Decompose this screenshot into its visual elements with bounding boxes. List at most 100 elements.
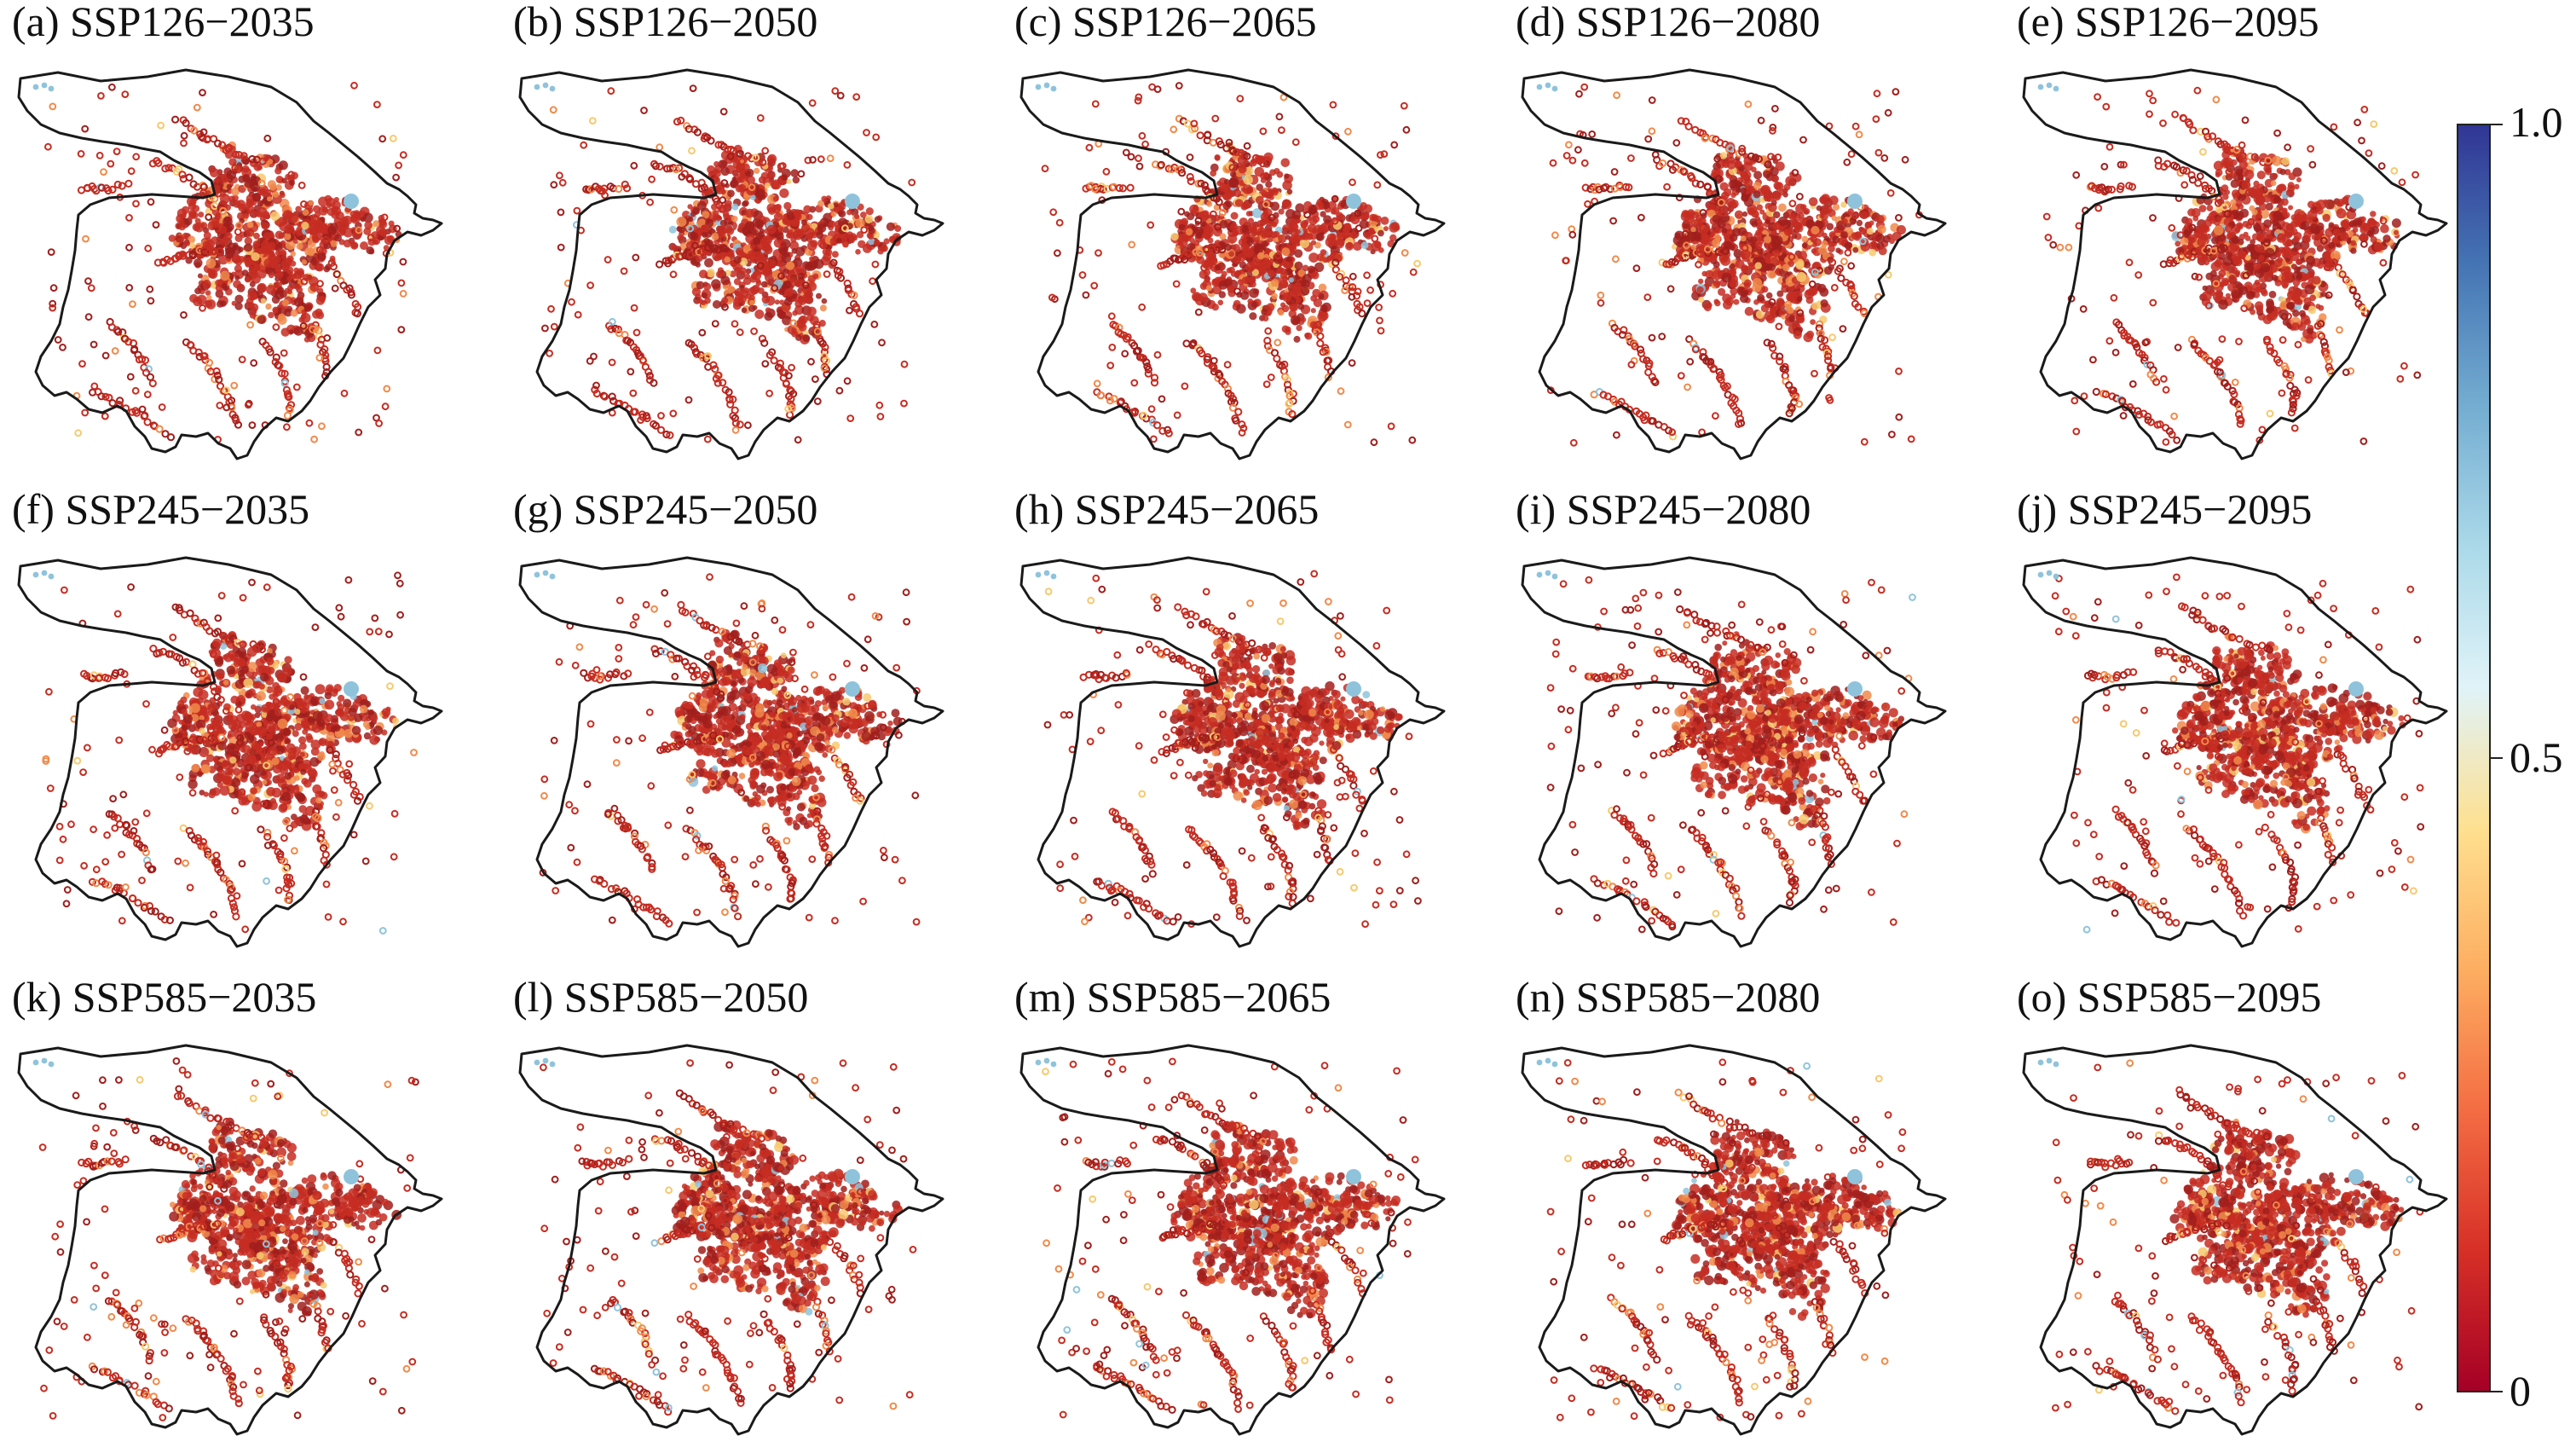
- site-dot: [749, 194, 756, 200]
- site-dot: [389, 135, 397, 142]
- site-dot: [1261, 240, 1268, 248]
- site-dot: [1230, 171, 1237, 178]
- site-dot: [268, 159, 274, 165]
- site-dot: [1215, 264, 1222, 271]
- site-dot: [251, 252, 260, 262]
- site-dot: [2273, 211, 2283, 220]
- site-dot: [1730, 287, 1738, 296]
- site-dot: [1889, 238, 1895, 245]
- site-dot: [620, 267, 628, 275]
- site-dot: [650, 379, 658, 387]
- site-dot: [1290, 315, 1301, 326]
- site-dot: [1774, 153, 1782, 161]
- site-dot: [1402, 125, 1411, 134]
- site-dot: [1765, 292, 1773, 299]
- site-dot: [381, 402, 390, 411]
- site-dot: [1319, 348, 1327, 356]
- site-dot: [741, 307, 748, 314]
- site-dot: [677, 116, 685, 125]
- site-dot: [728, 286, 736, 293]
- site-dot: [776, 359, 784, 368]
- site-dot: [1730, 263, 1736, 269]
- site-dot: [1314, 201, 1325, 211]
- site-dot: [783, 226, 789, 234]
- site-dot: [869, 277, 877, 286]
- site-dot: [1330, 208, 1337, 215]
- site-dot: [157, 121, 165, 130]
- site-dot: [842, 240, 849, 248]
- site-dot: [1233, 287, 1241, 296]
- site-dot: [1278, 208, 1285, 215]
- site-dot: [1677, 372, 1685, 380]
- site-dot: [1741, 265, 1749, 274]
- site-dot: [1707, 302, 1713, 309]
- site-dot: [719, 196, 727, 205]
- site-dot: [1744, 100, 1753, 108]
- site-dot: [1709, 365, 1718, 373]
- site-dot: [875, 401, 884, 409]
- site-dot: [1331, 265, 1340, 274]
- site-dot: [1091, 100, 1100, 108]
- site-dot: [1681, 230, 1689, 238]
- site-dot: [871, 260, 880, 269]
- site-dot: [1769, 127, 1776, 135]
- site-dot: [614, 325, 622, 333]
- site-dot: [284, 287, 291, 294]
- site-dot: [1821, 240, 1828, 247]
- site-dot: [1730, 202, 1737, 209]
- site-dot: [1377, 327, 1385, 335]
- site-dot: [549, 106, 557, 114]
- site-dot: [1612, 255, 1620, 263]
- site-dot: [1271, 188, 1279, 196]
- site-dot: [1413, 259, 1422, 268]
- panel-title: (a) SSP126−2035: [12, 0, 315, 45]
- site-dot: [1345, 241, 1354, 251]
- site-dot: [202, 279, 211, 289]
- site-dot: [607, 325, 615, 333]
- site-dot: [2288, 205, 2294, 211]
- site-dot: [1676, 240, 1683, 248]
- site-dot: [1329, 101, 1337, 109]
- site-dot: [2283, 211, 2290, 219]
- site-dot: [821, 343, 829, 351]
- site-dot: [1738, 148, 1747, 156]
- site-dot: [158, 403, 166, 411]
- site-dot: [1123, 333, 1132, 341]
- site-dot: [245, 229, 255, 237]
- site-dot: [1126, 183, 1135, 192]
- site-dot: [282, 299, 289, 306]
- site-dot: [1099, 185, 1107, 194]
- site-dot: [1665, 426, 1673, 435]
- site-dot: [205, 213, 213, 222]
- site-dot: [676, 217, 687, 227]
- site-dot: [1359, 219, 1369, 229]
- site-dot: [1278, 126, 1285, 134]
- site-dot: [2296, 258, 2302, 265]
- site-dot: [1684, 213, 1695, 224]
- site-dot: [640, 107, 648, 114]
- site-dot: [878, 339, 886, 347]
- site-dot: [1688, 174, 1696, 182]
- site-dot: [1234, 199, 1244, 207]
- site-dot: [220, 270, 230, 281]
- site-dot: [1256, 252, 1265, 260]
- site-dot: [1847, 285, 1856, 293]
- site-dot: [1776, 290, 1784, 298]
- site-dot: [1703, 182, 1713, 191]
- site-dot: [731, 320, 739, 328]
- site-dot: [806, 314, 814, 321]
- site-dot: [340, 389, 349, 397]
- site-dot: [1264, 327, 1273, 335]
- site-dot: [1810, 319, 1816, 325]
- site-dot: [1721, 272, 1732, 283]
- site-dot: [809, 156, 817, 164]
- site-dot: [828, 203, 835, 210]
- site-dot: [831, 87, 840, 96]
- site-dot: [1173, 411, 1181, 420]
- site-dot: [1851, 232, 1859, 240]
- site-dot: [2322, 242, 2329, 249]
- site-dot: [368, 248, 375, 255]
- site-dot: [1216, 371, 1224, 379]
- basin-outline: [518, 68, 944, 460]
- site-dot: [101, 412, 109, 420]
